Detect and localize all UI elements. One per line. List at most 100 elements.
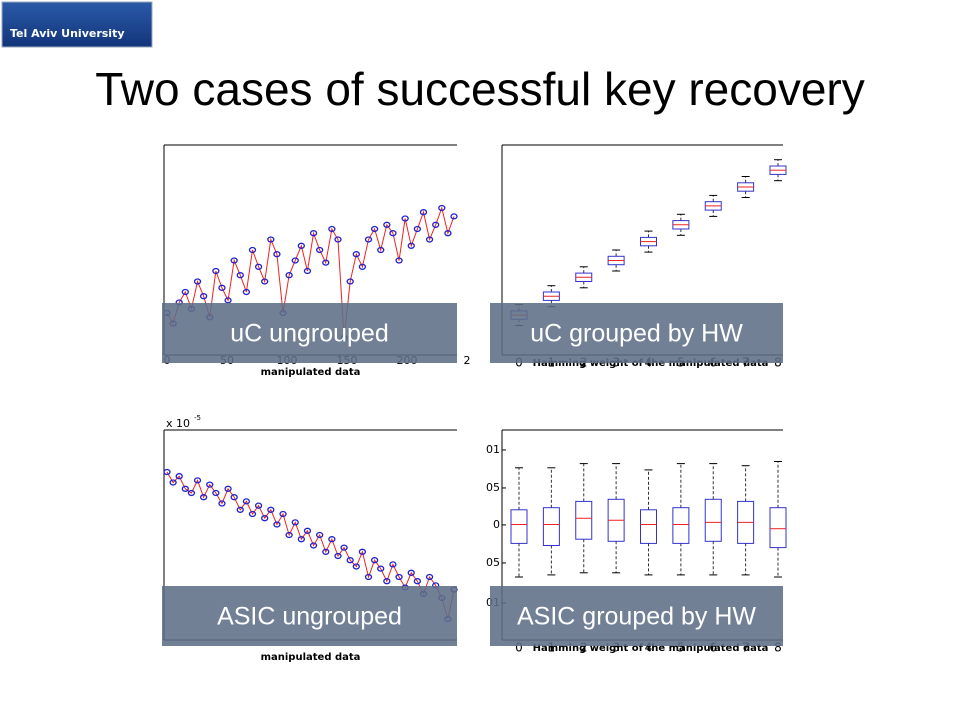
panel-label: uC grouped by HW [530, 320, 743, 348]
data-point [297, 536, 305, 543]
data-point [334, 236, 342, 243]
y-tick-label: 05 [486, 556, 500, 569]
data-point [279, 510, 287, 518]
x-axis-label: Hamming weight of the manipulated data [533, 643, 769, 654]
data-point [199, 293, 208, 300]
x-axis-label: manipulated data [261, 367, 361, 378]
data-point [309, 542, 318, 549]
box [672, 507, 690, 544]
data-point [303, 267, 312, 275]
data-point [254, 502, 263, 509]
data-point [181, 288, 189, 296]
data-point [444, 230, 452, 237]
data-point [242, 288, 251, 296]
x-tick-label: 7 [742, 641, 750, 655]
data-point [389, 561, 397, 568]
box [542, 507, 560, 547]
x-tick-label: 2 [464, 354, 471, 367]
data-point [346, 557, 354, 564]
data-point [383, 578, 391, 585]
box [640, 509, 657, 544]
data-point [242, 498, 251, 505]
data-point [187, 489, 196, 497]
box [575, 500, 593, 540]
data-point [169, 479, 177, 486]
data-point [230, 494, 238, 501]
data-point [193, 477, 202, 484]
data-point [218, 284, 226, 291]
panel-label: ASIC ungrouped [217, 603, 402, 631]
data-point [407, 242, 415, 249]
y-tick-label: 01 [486, 443, 500, 456]
exponent: x 10 [166, 417, 190, 430]
data-point [248, 246, 257, 254]
data-point [352, 251, 360, 258]
data-point [303, 527, 312, 534]
data-point [438, 204, 446, 212]
data-point [212, 267, 220, 275]
label-band [490, 303, 783, 363]
data-point [267, 506, 275, 513]
data-point [322, 259, 330, 266]
data-point [273, 251, 281, 258]
logo-box [1, 1, 153, 48]
data-point [206, 481, 214, 488]
logo-text: Tel Aviv University [10, 27, 125, 40]
slide-title: Two cases of successful key recovery [95, 63, 865, 115]
data-point [248, 510, 257, 518]
data-point [407, 569, 415, 576]
data-point [163, 468, 171, 476]
data-point [273, 521, 281, 528]
data-point [432, 221, 440, 228]
x-tick-label: 3 [612, 641, 620, 655]
data-point [383, 221, 391, 228]
data-point [413, 578, 422, 585]
data-point [352, 563, 360, 570]
y-tick-label: 05 [486, 481, 500, 494]
data-point [364, 236, 373, 243]
data-point [224, 485, 232, 492]
data-point [224, 297, 232, 304]
data-point [291, 519, 299, 526]
x-tick-label: 0 [515, 641, 523, 655]
data-point [377, 246, 385, 254]
data-point [236, 506, 244, 513]
exponent-power: -5 [194, 414, 201, 422]
data-point [377, 565, 385, 572]
data-point [261, 278, 269, 285]
data-point [261, 515, 269, 522]
data-point [358, 263, 367, 270]
data-point [328, 536, 336, 543]
data-point [450, 213, 458, 220]
data-point [346, 278, 354, 285]
label-band [490, 586, 783, 646]
data-point [370, 557, 379, 564]
data-point [218, 500, 226, 507]
data-point [395, 257, 403, 264]
y-tick-label: 0 [493, 518, 500, 531]
panel-label: uC ungrouped [230, 320, 388, 348]
data-point [425, 236, 434, 243]
data-point [425, 573, 434, 581]
data-point [328, 225, 336, 233]
box [704, 498, 722, 542]
data-point [395, 573, 403, 581]
data-point [389, 230, 397, 237]
x-axis-label: manipulated data [261, 652, 361, 663]
x-tick-label: 8 [774, 641, 782, 655]
data-point [267, 236, 275, 243]
data-point [236, 272, 244, 279]
data-point [370, 225, 379, 233]
box [769, 507, 787, 549]
data-point [181, 485, 189, 492]
data-point [413, 225, 422, 233]
x-tick-label: 6 [709, 641, 717, 655]
data-point [175, 473, 183, 480]
x-tick-label: 5 [677, 641, 685, 655]
data-point [401, 215, 409, 222]
data-point [358, 548, 367, 555]
label-band [162, 586, 457, 646]
data-point [364, 573, 373, 581]
